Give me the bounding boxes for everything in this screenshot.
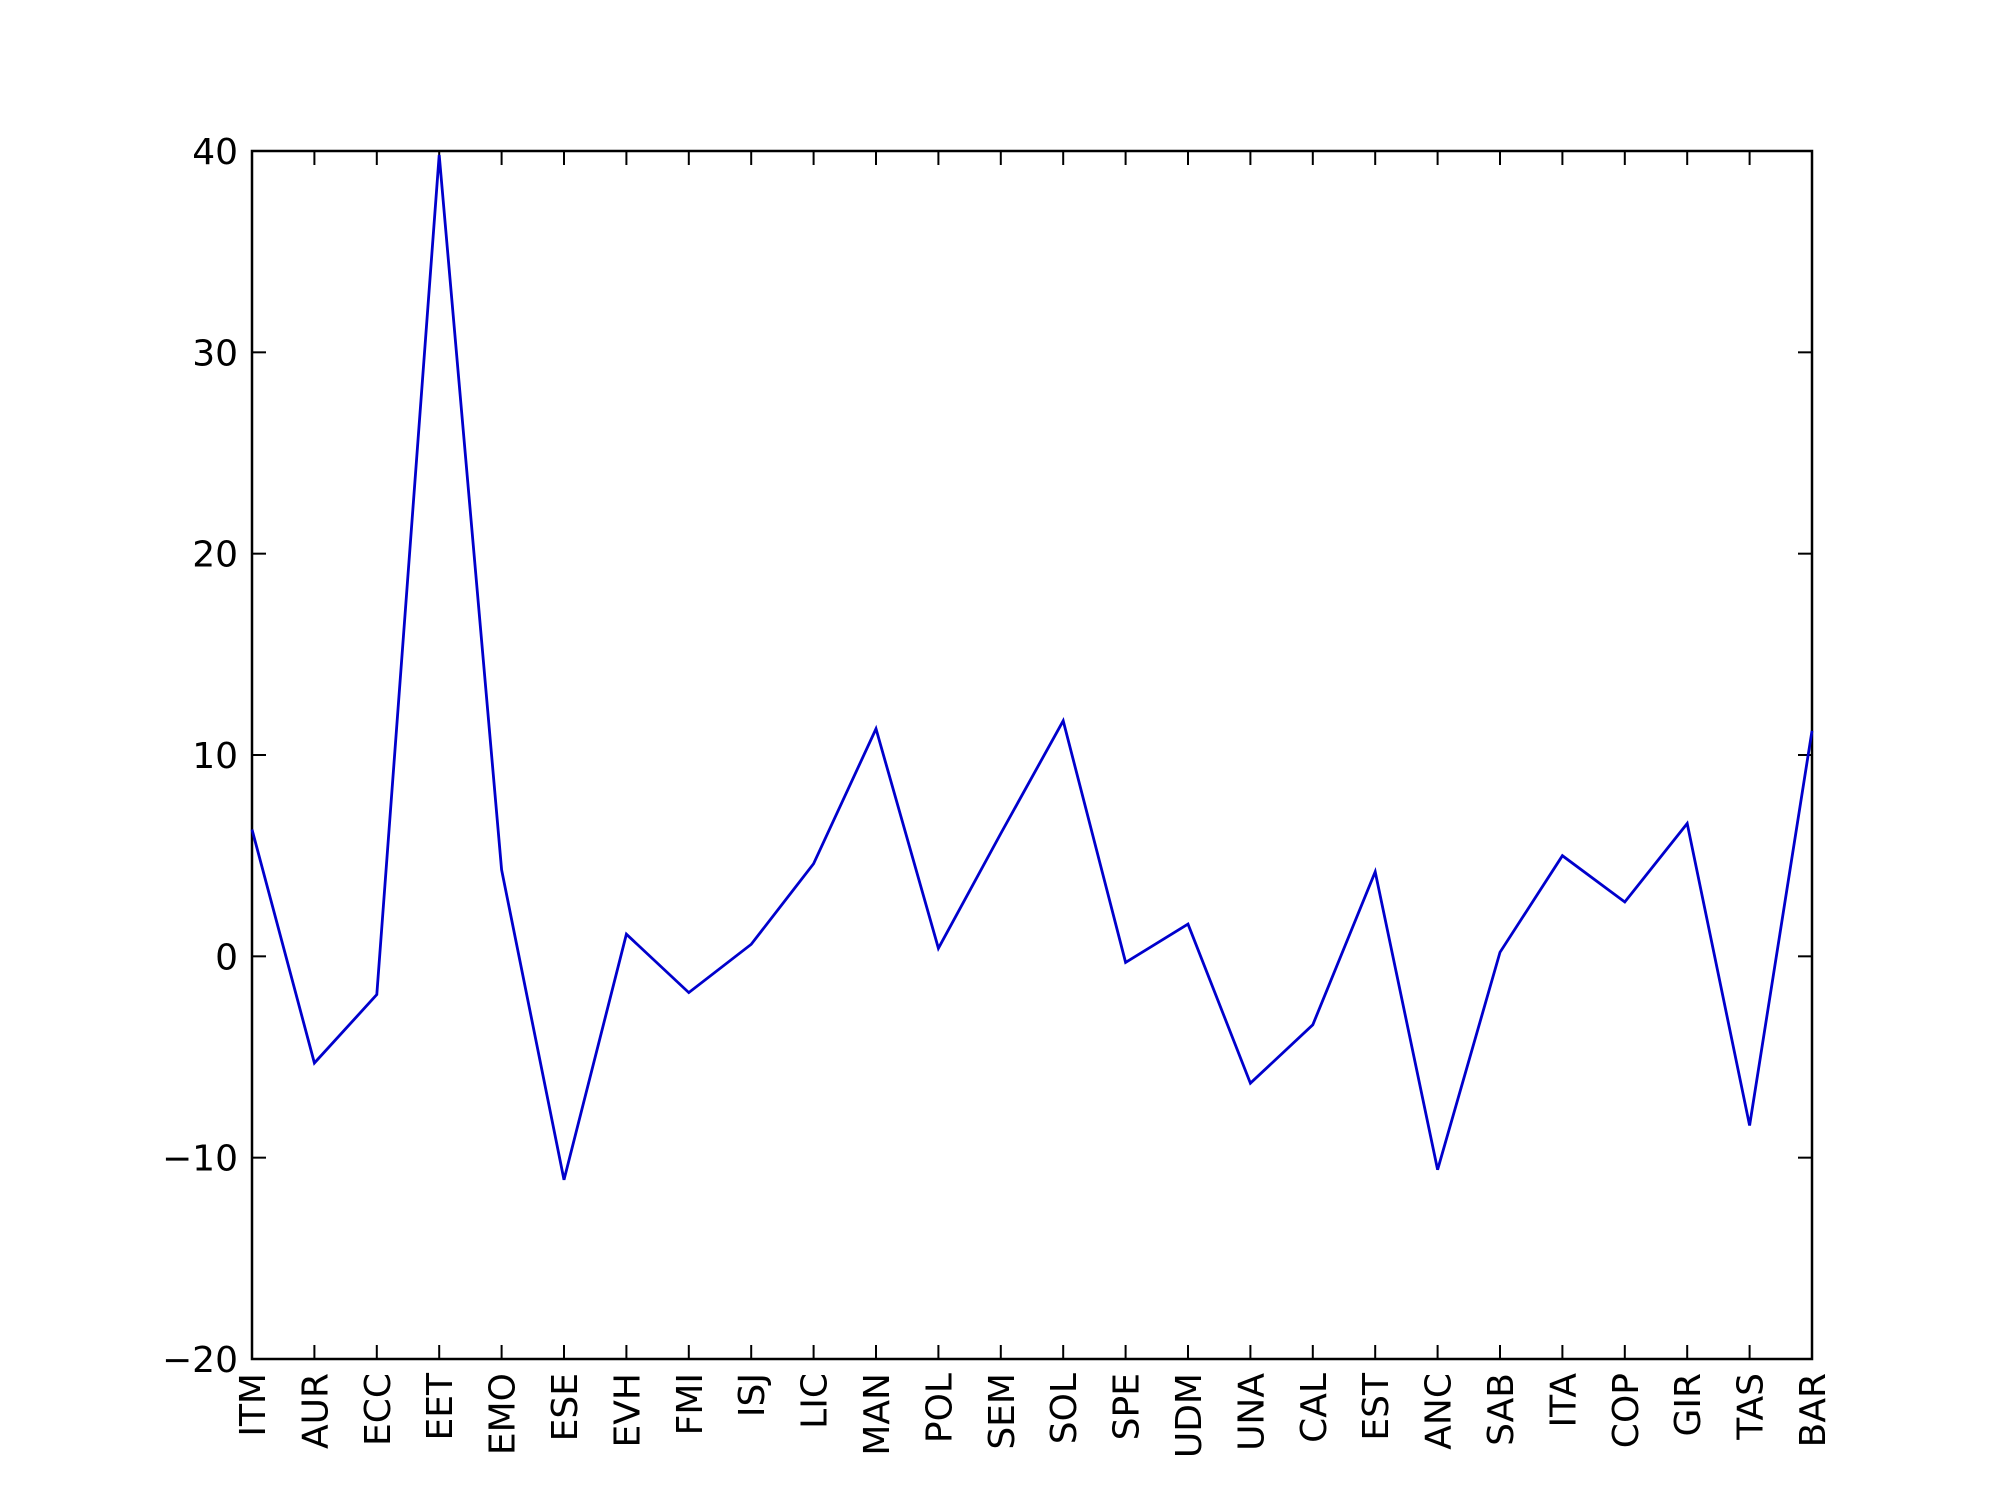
x-tick-label: MAN: [857, 1373, 898, 1456]
x-tick-label: ITA: [1543, 1373, 1584, 1428]
x-tick-label: GIR: [1668, 1373, 1709, 1437]
x-tick-label: ISJ: [732, 1373, 773, 1417]
y-tick-label: 0: [215, 937, 238, 978]
x-tick-label: ECC: [358, 1373, 399, 1446]
x-tick-label: TAS: [1731, 1373, 1772, 1441]
x-tick-label: SPE: [1107, 1373, 1148, 1440]
x-tick-label: POL: [919, 1373, 960, 1443]
x-tick-label: ESE: [545, 1373, 586, 1441]
x-tick-label: SAB: [1481, 1373, 1522, 1446]
x-tick-label: CAL: [1294, 1373, 1335, 1443]
x-tick-label: ITM: [233, 1373, 274, 1437]
x-tick-label: FMI: [670, 1373, 711, 1435]
x-tick-label: ANC: [1419, 1373, 1460, 1450]
x-tick-label: SEM: [982, 1373, 1023, 1450]
y-tick-label: 40: [192, 132, 238, 173]
x-tick-label: UDM: [1169, 1373, 1210, 1458]
y-tick-label: 30: [192, 333, 238, 374]
y-tick-label: −20: [162, 1340, 238, 1381]
x-tick-label: EET: [420, 1372, 461, 1440]
x-tick-label: EVH: [607, 1373, 648, 1447]
x-tick-label: AUR: [295, 1373, 336, 1449]
plot-frame: [250, 149, 1814, 1361]
x-tick-label: EST: [1356, 1372, 1397, 1441]
x-tick-label: SOL: [1044, 1373, 1085, 1444]
y-tick-label: 10: [192, 736, 238, 777]
y-tick-label: −10: [162, 1139, 238, 1180]
x-tick-label: EMO: [483, 1373, 524, 1455]
x-tick-label: COP: [1606, 1373, 1647, 1448]
x-tick-label: BAR: [1793, 1373, 1834, 1447]
x-tick-label: LIC: [795, 1373, 836, 1429]
x-tick-label: UNA: [1231, 1373, 1272, 1451]
y-tick-label: 20: [192, 535, 238, 576]
series-line: [250, 154, 1814, 1181]
